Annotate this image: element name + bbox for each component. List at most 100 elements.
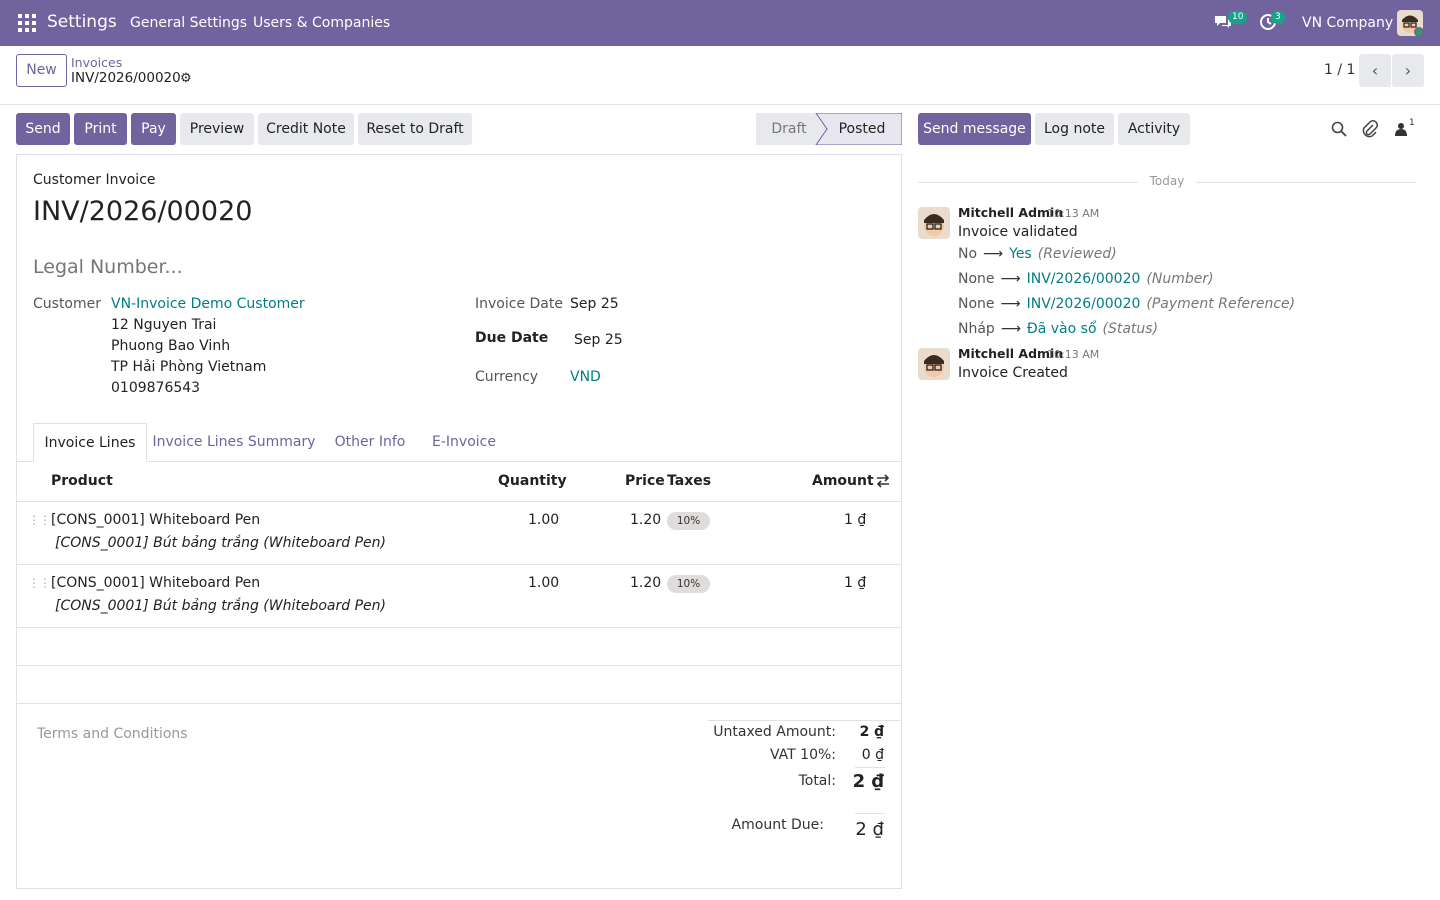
total-value: 2 ₫	[852, 771, 884, 792]
app-name[interactable]: Settings	[47, 12, 117, 32]
line-product[interactable]: [CONS_0001] Whiteboard Pen	[51, 575, 261, 591]
vat-label: VAT 10%:	[769, 747, 836, 763]
vat-value: 0 ₫	[861, 747, 884, 763]
legal-number-input[interactable]	[33, 253, 453, 281]
arrow-right-icon: ⟶	[1000, 271, 1021, 287]
pager-next-icon[interactable]: ›	[1392, 54, 1424, 87]
followers-count: 1	[1409, 118, 1415, 128]
apps-menu-icon[interactable]	[18, 14, 36, 32]
old-value: None	[958, 271, 995, 287]
followers-icon[interactable]	[1395, 122, 1407, 140]
column-header-quantity[interactable]: Quantity	[498, 473, 567, 489]
search-icon[interactable]	[1331, 121, 1347, 141]
document-type: Customer Invoice	[33, 172, 156, 188]
address-phone: 0109876543	[111, 380, 201, 396]
field-name: (Reviewed)	[1037, 246, 1117, 262]
drag-handle-icon[interactable]: ⋮⋮	[28, 576, 51, 590]
message-time: 10:13 AM	[1047, 348, 1100, 361]
tracking-change: No ⟶ Yes (Reviewed)	[958, 246, 1117, 262]
print-button[interactable]: Print	[74, 113, 127, 145]
column-header-amount[interactable]: Amount	[812, 473, 874, 489]
table-header-divider	[17, 501, 901, 502]
gear-icon[interactable]: ⚙	[180, 71, 192, 86]
message-author[interactable]: Mitchell Admin	[958, 346, 1064, 361]
line-description[interactable]: [CONS_0001] Bút bảng trắng (Whiteboard P…	[55, 535, 386, 551]
date-separator-line	[918, 182, 1138, 183]
address-line: TP Hải Phòng Vietnam	[111, 359, 267, 375]
tracking-change: Nháp ⟶ Đã vào sổ (Status)	[958, 321, 1158, 337]
address-line: Phuong Bao Vinh	[111, 338, 231, 354]
send-message-button[interactable]: Send message	[918, 113, 1031, 145]
menu-general-settings[interactable]: General Settings	[130, 15, 248, 31]
column-header-taxes[interactable]: Taxes	[667, 473, 712, 489]
company-switcher[interactable]: VN Company	[1302, 15, 1394, 31]
author-avatar[interactable]	[918, 348, 950, 380]
new-value: Yes	[1009, 246, 1032, 262]
arrow-right-icon: ⟶	[1000, 321, 1021, 337]
message-author[interactable]: Mitchell Admin	[958, 205, 1064, 220]
line-description[interactable]: [CONS_0001] Bút bảng trắng (Whiteboard P…	[55, 598, 386, 614]
optional-columns-toggle-icon[interactable]	[875, 474, 891, 492]
old-value: None	[958, 296, 995, 312]
new-button[interactable]: New	[16, 54, 67, 87]
log-note-button[interactable]: Log note	[1035, 113, 1114, 145]
customer-label: Customer	[33, 296, 102, 312]
tax-badge[interactable]: 10%	[667, 512, 710, 530]
status-draft[interactable]: Draft	[771, 121, 807, 137]
preview-button[interactable]: Preview	[180, 113, 254, 145]
untaxed-amount-label: Untaxed Amount:	[713, 724, 836, 740]
pay-button[interactable]: Pay	[131, 113, 176, 145]
pager-value[interactable]: 1 / 1	[1324, 62, 1356, 78]
line-amount: 1 ₫	[844, 512, 867, 528]
new-value: INV/2026/00020	[1026, 296, 1141, 312]
amount-due-value: 2 ₫	[855, 819, 884, 840]
tax-badge[interactable]: 10%	[667, 575, 710, 593]
author-avatar[interactable]	[918, 207, 950, 239]
breadcrumb-current: INV/2026/00020	[71, 70, 181, 86]
amount-due-label: Amount Due:	[731, 817, 824, 833]
top-navbar: Settings General Settings Users & Compan…	[0, 0, 1440, 46]
credit-note-button[interactable]: Credit Note	[258, 113, 354, 145]
breadcrumb-invoices[interactable]: Invoices	[71, 55, 123, 70]
customer-name-link[interactable]: VN-Invoice Demo Customer	[111, 296, 305, 312]
tab-invoice-lines[interactable]: Invoice Lines	[33, 423, 147, 462]
user-avatar[interactable]	[1397, 10, 1423, 36]
new-value: INV/2026/00020	[1026, 271, 1141, 287]
line-quantity[interactable]: 1.00	[528, 512, 560, 528]
line-price[interactable]: 1.20	[630, 575, 662, 591]
activity-button[interactable]: Activity	[1118, 113, 1190, 145]
row-divider	[17, 627, 901, 628]
reset-to-draft-button[interactable]: Reset to Draft	[358, 113, 472, 145]
new-value: Đã vào sổ	[1026, 321, 1097, 337]
total-label: Total:	[798, 773, 836, 789]
terms-and-conditions-placeholder[interactable]: Terms and Conditions	[37, 726, 188, 742]
tab-other-info[interactable]: Other Info	[334, 434, 406, 450]
due-date-value[interactable]: Sep 25	[574, 332, 623, 348]
invoice-name: INV/2026/00020	[33, 196, 253, 227]
paperclip-icon[interactable]	[1362, 120, 1378, 142]
tab-invoice-lines-summary[interactable]: Invoice Lines Summary	[152, 434, 316, 450]
invoice-date-label: Invoice Date	[475, 296, 563, 312]
pager-previous-icon[interactable]: ‹	[1359, 54, 1391, 87]
message-body: Invoice Created	[958, 365, 1068, 381]
total-divider	[855, 767, 885, 768]
line-product[interactable]: [CONS_0001] Whiteboard Pen	[51, 512, 261, 528]
line-price[interactable]: 1.20	[630, 512, 662, 528]
status-posted: Posted	[838, 121, 886, 137]
column-header-product[interactable]: Product	[51, 473, 113, 489]
menu-users-companies[interactable]: Users & Companies	[253, 15, 391, 31]
currency-value[interactable]: VND	[570, 369, 601, 385]
message-body: Invoice validated	[958, 224, 1078, 240]
totals-top-border	[708, 720, 900, 721]
arrow-right-icon: ⟶	[983, 246, 1004, 262]
amount-due-divider	[855, 813, 885, 814]
row-divider	[17, 564, 901, 565]
old-value: Nháp	[958, 321, 995, 337]
control-panel-divider	[0, 104, 1440, 105]
column-header-price[interactable]: Price	[625, 473, 665, 489]
invoice-date-value[interactable]: Sep 25	[570, 296, 619, 312]
send-button[interactable]: Send	[16, 113, 70, 145]
tab-e-invoice[interactable]: E-Invoice	[432, 434, 496, 450]
line-quantity[interactable]: 1.00	[528, 575, 560, 591]
drag-handle-icon[interactable]: ⋮⋮	[28, 513, 51, 527]
